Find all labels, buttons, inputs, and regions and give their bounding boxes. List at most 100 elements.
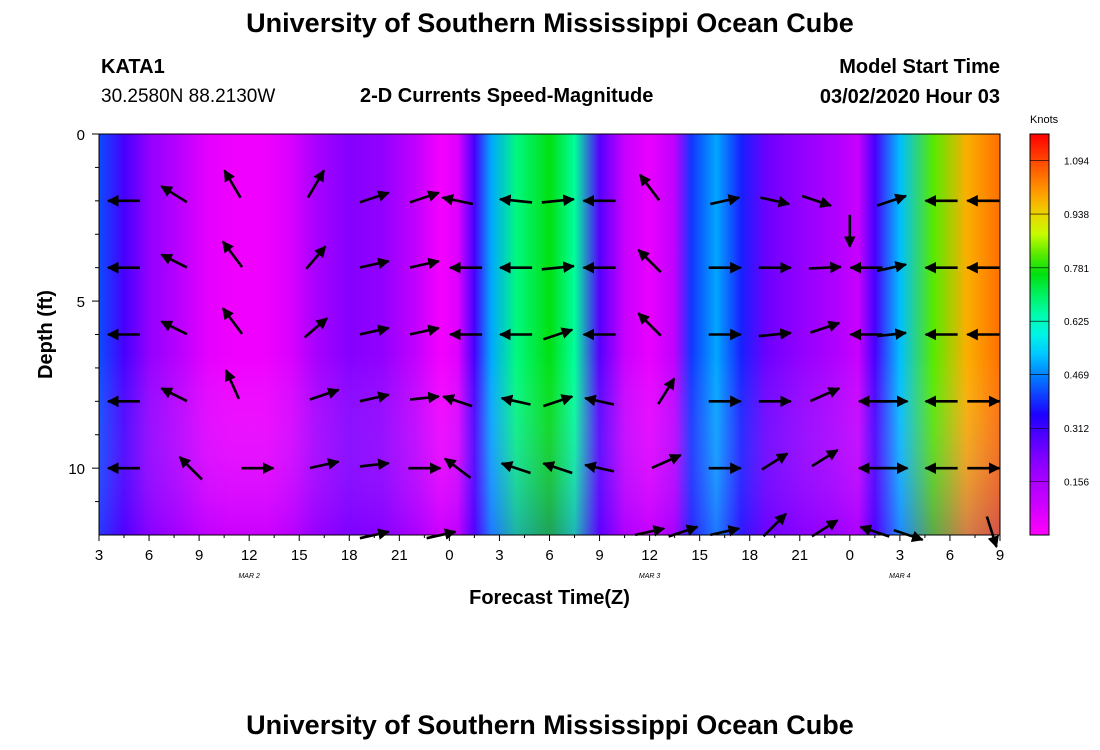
x-tick-label: 6 — [946, 547, 954, 564]
x-tick-label: 0 — [846, 547, 854, 564]
current-arrow — [809, 320, 841, 334]
colorbar-label: 0.938 — [1064, 210, 1089, 221]
current-arrow — [542, 327, 574, 341]
current-arrow — [178, 456, 203, 481]
x-tick-label: 3 — [495, 547, 503, 564]
page-title-bottom: University of Southern Mississippi Ocean… — [246, 710, 854, 740]
current-arrow — [160, 253, 188, 269]
current-arrow — [221, 307, 244, 335]
plot-title: 2-D Currents Speed-Magnitude — [360, 85, 654, 107]
current-arrow — [541, 261, 575, 273]
x-axis-label: Forecast Time(Z) — [469, 587, 630, 609]
current-arrow — [359, 190, 390, 204]
current-arrow — [584, 394, 615, 407]
current-arrow — [359, 391, 390, 403]
current-arrow — [657, 377, 676, 405]
colorbar-label: 0.312 — [1064, 424, 1089, 435]
station-name: KATA1 — [101, 56, 165, 78]
x-tick-label: 3 — [896, 547, 904, 564]
model-start-label: Model Start Time — [839, 56, 1000, 78]
current-arrow — [876, 193, 908, 207]
y-tick-label: 5 — [77, 294, 85, 311]
current-arrow — [808, 261, 842, 274]
current-arrow — [710, 194, 741, 206]
current-arrow — [500, 461, 531, 475]
current-arrow — [160, 387, 188, 403]
current-arrow — [309, 387, 340, 401]
current-arrow — [160, 185, 188, 204]
x-tick-label: 6 — [145, 547, 153, 564]
current-arrow — [409, 257, 440, 270]
current-arrow — [160, 320, 188, 336]
x-tick-label: 3 — [95, 547, 103, 564]
x-tick-label: 15 — [691, 547, 708, 564]
x-tick-label: 9 — [195, 547, 203, 564]
x-tick-label: 12 — [641, 547, 658, 564]
colorbar-unit: Knots — [1030, 114, 1059, 126]
current-arrow — [811, 448, 839, 468]
current-arrow — [442, 394, 473, 408]
current-arrow — [359, 458, 390, 471]
current-arrow — [498, 194, 533, 207]
current-arrow — [809, 387, 841, 403]
x-tick-label: 6 — [545, 547, 553, 564]
page-title-top: University of Southern Mississippi Ocean… — [246, 8, 854, 38]
current-arrow — [221, 240, 244, 268]
current-arrow — [634, 525, 666, 537]
current-arrow — [801, 194, 833, 208]
current-arrow — [637, 248, 662, 274]
x-tick-label: 21 — [791, 547, 808, 564]
x-tick-label: 15 — [291, 547, 308, 564]
colorbar — [1029, 133, 1050, 536]
colorbar-label: 0.625 — [1064, 317, 1089, 328]
current-arrow — [638, 173, 661, 202]
current-arrow — [441, 194, 474, 206]
x-tick-label: 12 — [241, 547, 258, 564]
current-arrow — [876, 328, 908, 340]
current-arrow — [758, 328, 792, 340]
current-arrow — [409, 324, 440, 336]
current-arrow — [542, 461, 573, 475]
current-arrow — [409, 391, 440, 404]
current-arrow — [443, 457, 472, 479]
current-arrow — [223, 169, 242, 199]
current-arrow — [811, 519, 839, 538]
colorbar-label: 0.781 — [1064, 264, 1089, 275]
date-label: MAR 4 — [889, 573, 911, 580]
colorbar-label: 0.469 — [1064, 371, 1089, 382]
date-label: MAR 3 — [639, 573, 661, 580]
current-arrow — [303, 317, 328, 339]
current-arrow — [710, 525, 741, 537]
x-tick-label: 9 — [595, 547, 603, 564]
current-arrow — [761, 452, 789, 471]
current-arrow — [306, 169, 326, 199]
current-arrow — [500, 394, 531, 407]
x-tick-label: 0 — [445, 547, 453, 564]
x-tick-label: 18 — [341, 547, 358, 564]
model-start-time: 03/02/2020 Hour 03 — [819, 86, 1000, 108]
current-arrow — [637, 312, 662, 337]
current-arrow — [762, 512, 787, 538]
current-arrow — [542, 394, 574, 408]
current-arrow — [760, 195, 791, 208]
x-tick-label: 21 — [391, 547, 408, 564]
current-arrow — [651, 453, 682, 470]
station-location: 30.2580N 88.2130W — [101, 86, 276, 107]
current-arrow — [359, 324, 390, 336]
colorbar-label: 1.094 — [1064, 157, 1089, 168]
current-arrow — [876, 261, 908, 273]
current-arrow — [224, 369, 241, 400]
current-arrow — [409, 190, 440, 204]
y-tick-label: 10 — [68, 461, 85, 478]
date-label: MAR 2 — [238, 573, 260, 580]
colorbar-label: 0.156 — [1064, 478, 1089, 489]
x-tick-label: 9 — [996, 547, 1004, 564]
current-arrow — [541, 194, 575, 207]
y-tick-label: 0 — [77, 127, 85, 144]
current-arrow — [359, 257, 390, 270]
current-arrow — [584, 461, 615, 473]
y-axis-label: Depth (ft) — [35, 290, 57, 379]
current-arrow — [985, 516, 999, 549]
current-arrow — [309, 458, 340, 470]
